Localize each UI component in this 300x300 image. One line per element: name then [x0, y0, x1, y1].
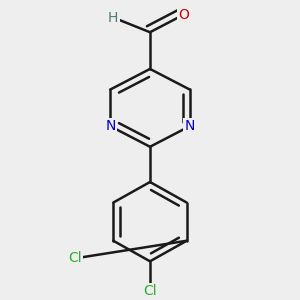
Text: O: O: [178, 8, 189, 22]
Text: Cl: Cl: [143, 284, 157, 298]
Text: N: N: [184, 119, 195, 133]
Text: N: N: [105, 119, 116, 133]
Text: H: H: [108, 11, 119, 25]
Text: Cl: Cl: [68, 251, 82, 266]
